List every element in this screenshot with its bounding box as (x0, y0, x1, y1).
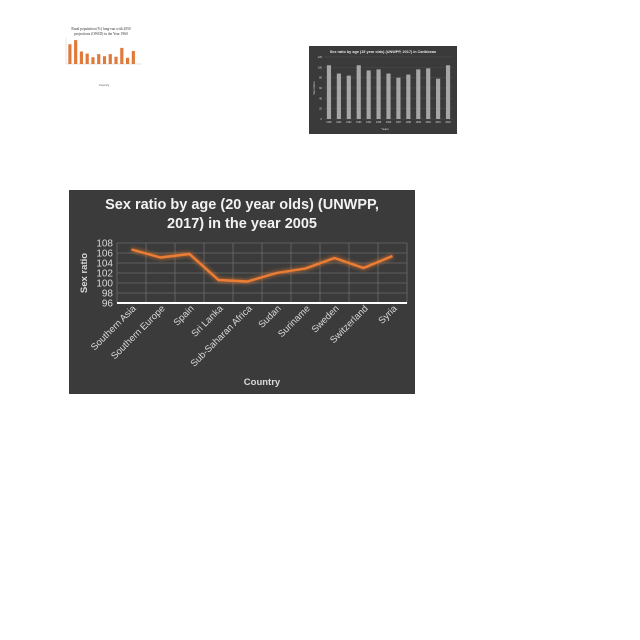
bar-group (68, 40, 135, 64)
y-tick-label: 60 (319, 86, 322, 90)
x-tick-label: 1998 (406, 121, 412, 124)
x-tick-label: 1999 (416, 121, 422, 124)
x-tick-label: 2001 (435, 121, 441, 124)
y-tick-label: 108 (96, 239, 113, 250)
y-tick-label: 106 (96, 249, 113, 260)
bar-1999 (416, 69, 421, 119)
bar-1992 (346, 75, 351, 119)
bar-2001 (436, 78, 441, 119)
x-tick-label: 1991 (336, 121, 342, 124)
x-axis-title: Country (99, 83, 110, 87)
bar-4 (91, 57, 95, 64)
caribbean-sex-ratio-chart: Sex ratio by age (15 year olds) (UNWPP, … (309, 46, 457, 134)
x-tick-label: 1994 (366, 121, 372, 124)
bar-2000 (426, 68, 431, 119)
bar-10 (125, 57, 130, 64)
sex-ratio-line-chart: Sex ratio by age (20 year olds) (UNWPP, … (69, 190, 415, 394)
bar-1991 (336, 73, 341, 119)
y-tick-label: 102 (96, 269, 113, 280)
series-line-group (131, 248, 393, 283)
y-tick-label: 100 (96, 279, 113, 290)
chart-title: Sex ratio by age (15 year olds) (UNWPP, … (330, 50, 437, 54)
bar-1990 (326, 65, 332, 119)
bar-1 (74, 40, 78, 64)
y-tick-label: 120 (318, 55, 323, 59)
x-tick-label: 2000 (426, 121, 432, 124)
x-tick-label: 1996 (386, 121, 392, 124)
sex-ratio-line-svg: Sex ratio by age (20 year olds) (UNWPP, … (79, 197, 408, 388)
bar-0 (68, 44, 72, 64)
bar-11 (131, 51, 135, 64)
x-axis-title: Years (381, 127, 389, 131)
y-tick-label: 20 (319, 107, 322, 111)
bar-6 (102, 56, 107, 64)
rural-population-svg: Rural population (%) long-run with 2050 … (65, 27, 142, 87)
bar-1993 (356, 65, 361, 119)
series-line (131, 248, 393, 283)
x-tick-label: 1992 (346, 121, 352, 124)
y-tick-label: 100 (318, 65, 323, 69)
y-tick-label: 40 (319, 96, 322, 100)
bar-1995 (376, 69, 381, 119)
bar-5 (97, 54, 101, 64)
bar-1996 (386, 73, 391, 119)
bar-1994 (366, 70, 371, 119)
rural-population-chart: Rural population (%) long-run with 2050 … (56, 24, 146, 92)
y-tick-label: 96 (102, 299, 114, 310)
x-tick-label: 1990 (326, 121, 332, 124)
x-tick-label: 1995 (376, 121, 382, 124)
chart-title-line-2: projections (OWID) in the Year 1960 (74, 32, 128, 36)
x-axis-title: Country (244, 377, 281, 388)
bar-1998 (406, 74, 411, 119)
x-tick-label: Suriname (276, 303, 313, 340)
x-tick-label: 1997 (396, 121, 402, 124)
y-tick-label: 104 (96, 259, 113, 270)
y-tick-label: 98 (102, 289, 114, 300)
grid-group (116, 242, 408, 304)
y-axis-title: Sex Ratio (312, 81, 316, 94)
bar-1997 (396, 77, 401, 119)
bar-3 (85, 53, 89, 64)
bar-group (326, 65, 451, 119)
bar-2002 (445, 65, 451, 119)
x-tick-label: 1993 (356, 121, 362, 124)
chart-title-line-1: Rural population (%) long-run with 2050 (71, 27, 130, 31)
y-tick-label: 80 (319, 76, 322, 80)
chart-title-line-2: 2017) in the year 2005 (167, 216, 317, 232)
y-tick-label: 0 (321, 117, 323, 121)
x-tick-label: Sudan (256, 303, 283, 330)
x-tick-label: Spain (172, 303, 197, 328)
x-tick-label: Syria (377, 303, 401, 327)
bar-7 (108, 54, 112, 64)
caribbean-sex-ratio-svg: Sex ratio by age (15 year olds) (UNWPP, … (312, 50, 453, 131)
x-tick-label: 2002 (445, 121, 451, 124)
y-axis-title: Sex ratio (79, 253, 90, 293)
x-tick-group: 1990 1991 1992 1993 1994 1995 1996 1997 1998 1999… (326, 121, 451, 124)
bar-9 (120, 47, 124, 64)
bar-8 (114, 56, 118, 64)
bar-2 (79, 51, 84, 64)
chart-title-line-1: Sex ratio by age (20 year olds) (UNWPP, (105, 197, 379, 213)
x-tick-label: Southern Europe (109, 303, 168, 362)
